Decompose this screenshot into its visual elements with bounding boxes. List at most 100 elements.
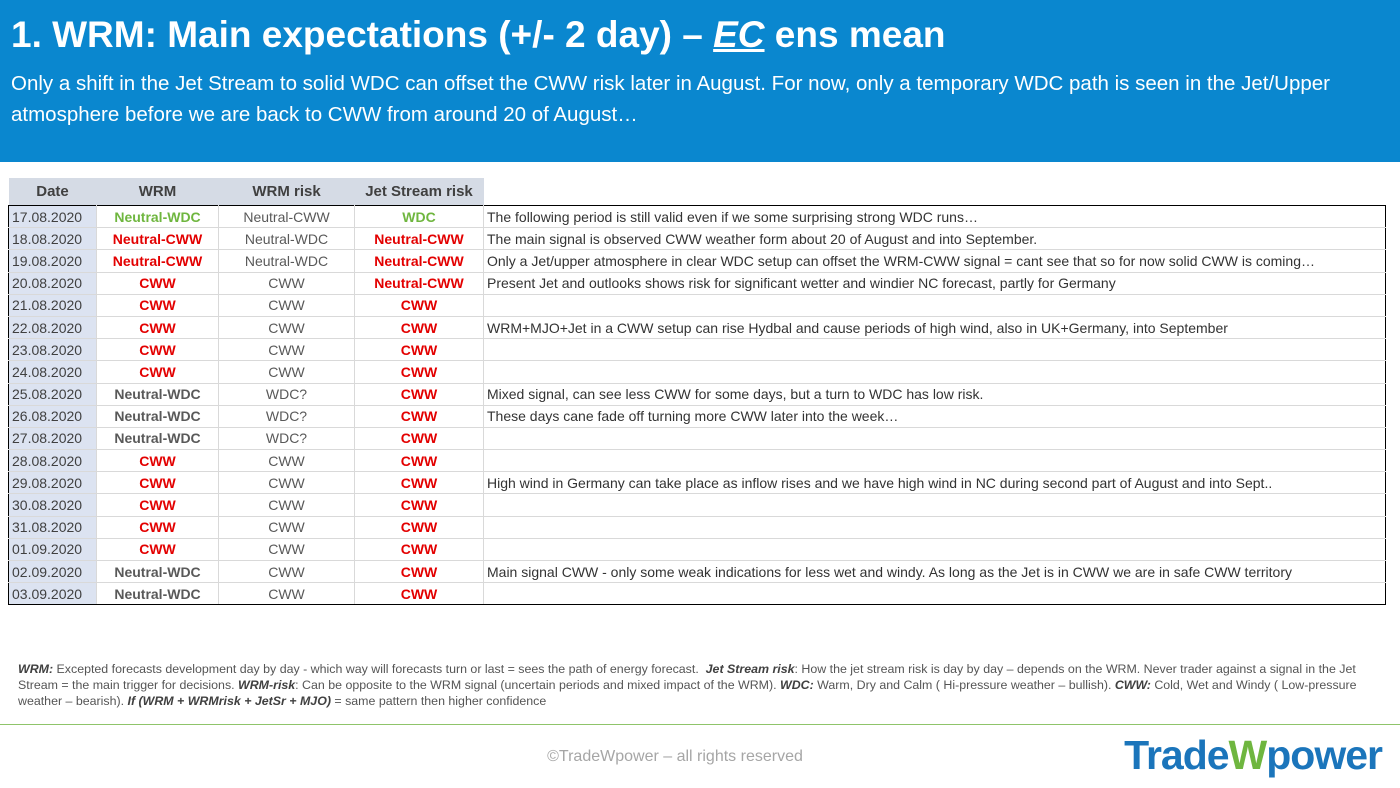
jet-cell: Neutral-CWW xyxy=(354,272,484,295)
table-row: 22.08.2020 CWW CWW CWW WRM+MJO+Jet in a CWW … xyxy=(8,316,1386,340)
table-row: 20.08.2020 CWW CWW Neutral-CWW Present Jet a… xyxy=(8,272,1386,295)
comment-cell xyxy=(483,493,1386,517)
date-cell: 03.09.2020 xyxy=(8,582,97,606)
date-cell: 20.08.2020 xyxy=(8,272,97,295)
wrm-risk-cell: Neutral-WDC xyxy=(218,249,355,273)
date-cell: 28.08.2020 xyxy=(8,449,97,473)
jet-cell: CWW xyxy=(354,471,484,495)
column-header: Date xyxy=(8,178,97,206)
comment-cell xyxy=(483,516,1386,539)
date-cell: 23.08.2020 xyxy=(8,338,97,362)
note-text: Excepted forecasts development day by da… xyxy=(53,662,706,676)
subtitle: Only a shift in the Jet Stream to solid … xyxy=(11,72,1330,126)
column-header: WRM risk xyxy=(218,178,355,206)
comment-cell xyxy=(483,449,1386,473)
title: 1. WRM: Main expectations (+/- 2 day) – … xyxy=(11,14,946,56)
table-row: 17.08.2020 Neutral-WDC Neutral-CWW WDC The f… xyxy=(8,204,1386,229)
header-spacer xyxy=(483,178,1386,206)
comment-cell: Mixed signal, can see less CWW for some … xyxy=(483,382,1386,406)
column-header: WRM xyxy=(96,178,219,206)
comment-cell: Main signal CWW - only some weak indicat… xyxy=(483,559,1386,584)
wrm-risk-cell: CWW xyxy=(218,538,355,562)
table-row: 28.08.2020 CWW CWW CWW xyxy=(8,449,1386,473)
copyright: ©TradeWpower – all rights reserved xyxy=(547,748,803,765)
wrm-cell: CWW xyxy=(96,493,219,517)
note-text: If (WRM + WRMrisk + JetSr + MJO) xyxy=(127,694,331,708)
table-row: 25.08.2020 Neutral-WDC WDC? CWW Mixed signal… xyxy=(8,382,1386,406)
wrm-cell: Neutral-WDC xyxy=(96,582,219,606)
table-row: 30.08.2020 CWW CWW CWW xyxy=(8,493,1386,517)
comment-cell xyxy=(483,294,1386,317)
wrm-cell: Neutral-WDC xyxy=(96,427,219,451)
table-body: 17.08.2020 Neutral-WDC Neutral-CWW WDC The f… xyxy=(8,204,1386,606)
wrm-cell: Neutral-CWW xyxy=(96,249,219,273)
title-emphasis: EC xyxy=(713,14,765,55)
logo: TradeWpower xyxy=(1124,732,1383,779)
comment-cell xyxy=(483,427,1386,451)
table-row: 19.08.2020 Neutral-CWW Neutral-WDC Neutral-… xyxy=(8,249,1386,273)
wrm-risk-cell: CWW xyxy=(218,516,355,539)
logo-text: power xyxy=(1266,732,1383,778)
date-cell: 29.08.2020 xyxy=(8,471,97,495)
table-row: 24.08.2020 CWW CWW CWW xyxy=(8,360,1386,384)
jet-cell: CWW xyxy=(354,405,484,428)
jet-cell: CWW xyxy=(354,582,484,606)
title-text: ens mean xyxy=(764,14,946,55)
table-row: 27.08.2020 Neutral-WDC WDC? CWW xyxy=(8,427,1386,451)
date-cell: 21.08.2020 xyxy=(8,294,97,317)
comment-cell: The main signal is observed CWW weather … xyxy=(483,227,1386,251)
title-text: 1. WRM: Main expectations (+/- 2 day) – xyxy=(11,14,714,55)
note-text: : How the jet stream risk is day by day … xyxy=(18,662,1360,692)
note-text: = same pattern then higher confidence xyxy=(330,694,547,708)
wrm-cell: CWW xyxy=(96,316,219,340)
logo-w: W xyxy=(1228,732,1268,778)
date-cell: 17.08.2020 xyxy=(8,204,97,229)
wrm-cell: Neutral-CWW xyxy=(96,227,219,251)
comment-cell: Present Jet and outlooks shows risk for … xyxy=(483,272,1386,295)
logo-text: Trade xyxy=(1124,732,1229,778)
date-cell: 26.08.2020 xyxy=(8,405,97,428)
wrm-risk-cell: CWW xyxy=(218,338,355,362)
note-text: WRM: xyxy=(18,662,54,676)
wrm-risk-cell: CWW xyxy=(218,582,355,606)
comment-cell xyxy=(483,338,1386,362)
wrm-cell: Neutral-WDC xyxy=(96,204,219,229)
wrm-cell: CWW xyxy=(96,449,219,473)
wrm-risk-cell: WDC? xyxy=(218,427,355,451)
jet-cell: CWW xyxy=(354,493,484,517)
date-cell: 27.08.2020 xyxy=(8,427,97,451)
table-row: 29.08.2020 CWW CWW CWW High wind in Germany … xyxy=(8,471,1386,495)
wrm-cell: CWW xyxy=(96,471,219,495)
column-header: Jet Stream risk xyxy=(354,178,484,206)
wrm-risk-cell: CWW xyxy=(218,294,355,317)
table-row: 23.08.2020 CWW CWW CWW xyxy=(8,338,1386,362)
forecast-table: Date WRM WRM risk Jet Stream risk 17.08.2020… xyxy=(8,178,1386,606)
jet-cell: CWW xyxy=(354,360,484,384)
jet-cell: CWW xyxy=(354,538,484,562)
wrm-risk-cell: WDC? xyxy=(218,382,355,406)
table-row: 01.09.2020 CWW CWW CWW xyxy=(8,538,1386,562)
wrm-cell: CWW xyxy=(96,516,219,539)
table-row: 02.09.2020 Neutral-WDC CWW CWW Main signal C… xyxy=(8,559,1386,584)
note-text: Jet Stream risk xyxy=(705,662,795,676)
header-row: Date WRM WRM risk Jet Stream risk xyxy=(8,178,1386,206)
jet-cell: Neutral-CWW xyxy=(354,249,484,273)
jet-cell: Neutral-CWW xyxy=(354,227,484,251)
comment-cell: The following period is still valid even… xyxy=(483,204,1386,229)
jet-cell: CWW xyxy=(354,427,484,451)
date-cell: 22.08.2020 xyxy=(8,316,97,340)
date-cell: 30.08.2020 xyxy=(8,493,97,517)
note-text: Cold, Wet and Windy ( Low-pressure weath… xyxy=(18,678,1361,708)
wrm-risk-cell: CWW xyxy=(218,559,355,584)
wrm-cell: Neutral-WDC xyxy=(96,559,219,584)
table-row: 21.08.2020 CWW CWW CWW xyxy=(8,294,1386,317)
wrm-risk-cell: CWW xyxy=(218,272,355,295)
date-cell: 31.08.2020 xyxy=(8,516,97,539)
date-cell: 25.08.2020 xyxy=(8,382,97,406)
wrm-risk-cell: WDC? xyxy=(218,405,355,428)
wrm-cell: CWW xyxy=(96,272,219,295)
separator xyxy=(0,724,1400,725)
comment-cell: Only a Jet/upper atmosphere in clear WDC… xyxy=(483,249,1386,273)
header-band: 1. WRM: Main expectations (+/- 2 day) – … xyxy=(0,0,1400,162)
